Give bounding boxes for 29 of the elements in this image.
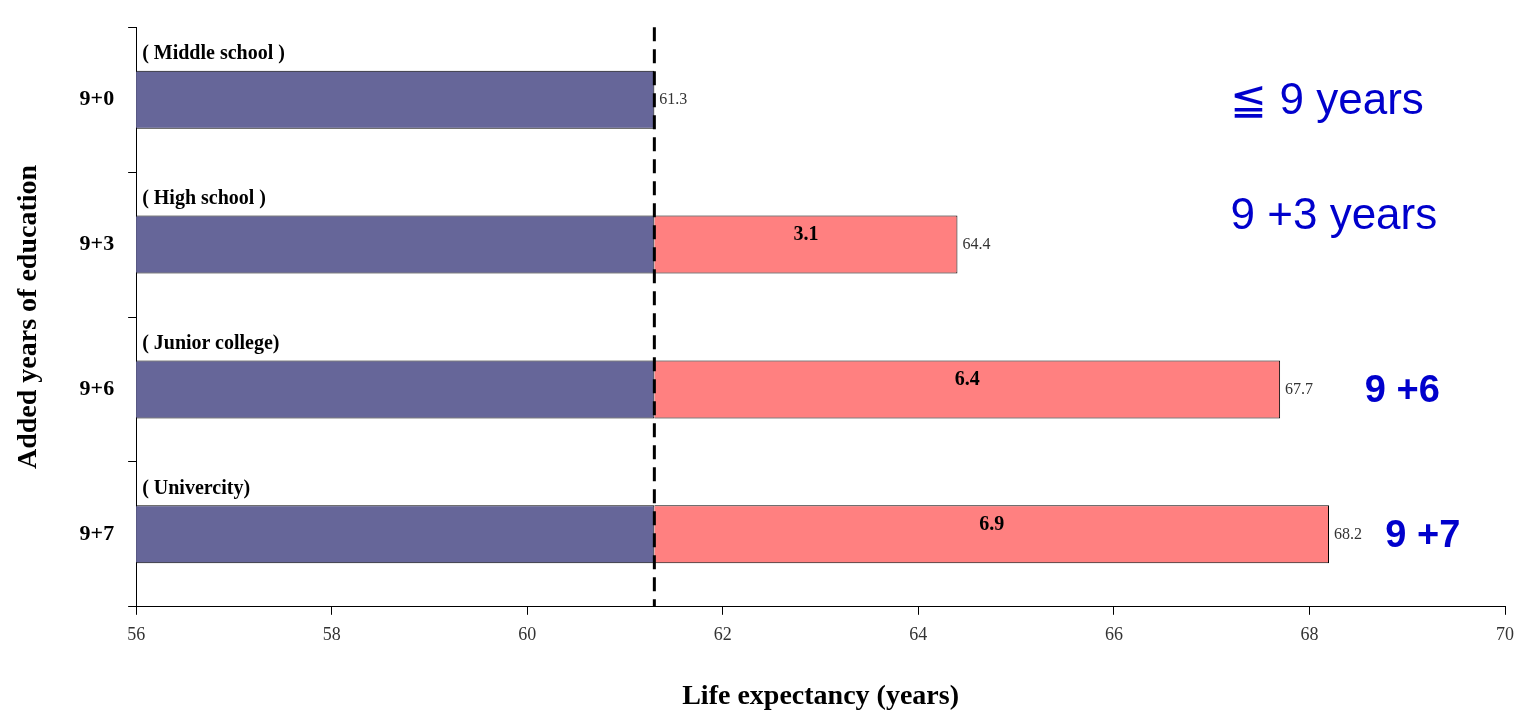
annotation: ( High school ): [142, 185, 267, 209]
annotation: ( Middle school ): [142, 40, 285, 64]
y-tick-label: 9+6: [79, 375, 115, 401]
annotation: ≦ 9 years: [1230, 73, 1424, 123]
y-tick-label: 9+3: [79, 230, 115, 256]
y-axis-title: Added years of education: [11, 164, 43, 470]
x-axis-title: Life expectancy (years): [682, 679, 959, 711]
data-label: 3.1: [793, 221, 819, 244]
total-label: 68.2: [1334, 524, 1362, 542]
data-label: 6.9: [979, 511, 1005, 534]
x-tick-label: 66: [1104, 624, 1123, 645]
x-tick-label: 60: [518, 624, 537, 645]
x-tick-label: 58: [322, 624, 341, 645]
annotation: ( Univercity): [142, 475, 251, 499]
annotation: 9 +6: [1364, 367, 1440, 410]
total-label: 64.4: [962, 234, 991, 252]
x-tick-label: 62: [713, 624, 732, 645]
total-label: 67.7: [1285, 379, 1314, 397]
x-tick-label: 56: [127, 624, 146, 645]
x-tick-label: 70: [1496, 624, 1514, 645]
y-tick-label: 9+7: [79, 520, 115, 546]
annotation: ( Junior college): [142, 330, 280, 354]
y-tick-label: 9+0: [79, 85, 115, 111]
total-label: 61.3: [659, 89, 688, 107]
annotation: 9 +7: [1385, 512, 1461, 555]
x-tick-label: 68: [1300, 624, 1319, 645]
data-label: 6.4: [954, 366, 980, 389]
x-tick-label: 64: [909, 624, 928, 645]
annotation: 9 +3 years: [1230, 188, 1438, 238]
